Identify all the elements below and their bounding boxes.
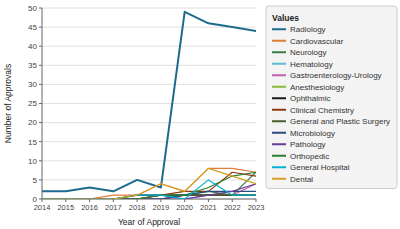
legend-swatch: [272, 28, 286, 30]
y-tick-label: 10: [28, 157, 37, 166]
legend-swatch: [272, 97, 286, 99]
legend-swatch: [272, 74, 286, 76]
legend-swatch: [272, 109, 286, 111]
x-tick-label: 2014: [34, 203, 51, 212]
y-tick-label: 35: [28, 61, 37, 70]
legend-label: General and Plastic Surgery: [290, 117, 390, 126]
legend-label: General Hospital: [290, 163, 350, 172]
legend-swatch: [272, 166, 286, 168]
legend-swatch: [272, 63, 286, 65]
legend-swatch: [272, 132, 286, 134]
series-line: [42, 168, 256, 199]
y-tick-label: 45: [28, 23, 37, 32]
series-line: [42, 172, 256, 199]
y-axis-label: Number of Approvals: [3, 64, 13, 143]
series-line: [42, 12, 256, 192]
x-tick-label: 2019: [153, 203, 170, 212]
grid-line: [42, 46, 256, 47]
y-tick-label: 5: [33, 176, 38, 185]
legend-label: Orthopedic: [290, 152, 329, 161]
series-line: [42, 172, 256, 199]
legend-swatch: [272, 51, 286, 53]
legend-label: Pathology: [290, 140, 326, 149]
legend-label: Neurology: [290, 48, 326, 57]
x-tick-label: 2022: [224, 203, 241, 212]
chart: Values Radiology Cardiovascular Neurology He…: [0, 0, 400, 229]
legend-swatch: [272, 155, 286, 157]
grid-line: [42, 103, 256, 104]
legend-label: Microbiology: [290, 129, 335, 138]
legend-label: Ophthalmic: [290, 94, 330, 103]
y-tick-label: 25: [28, 99, 37, 108]
legend-title: Values: [272, 13, 299, 23]
legend-swatch: [272, 178, 286, 180]
y-tick-label: 50: [28, 4, 37, 13]
legend-swatch: [272, 40, 286, 42]
x-axis-label: Year of Approval: [118, 217, 180, 227]
x-tick-label: 2015: [57, 203, 74, 212]
grid-line: [42, 141, 256, 142]
x-tick-label: 2023: [248, 203, 265, 212]
y-tick-label: 20: [28, 118, 37, 127]
grid-line: [42, 84, 256, 85]
lines: [42, 12, 256, 199]
x-tick-label: 2021: [200, 203, 217, 212]
legend-swatch: [272, 86, 286, 88]
series-line: [42, 172, 256, 199]
y-tick-label: 30: [28, 80, 37, 89]
legend-label: Clinical Chemistry: [290, 106, 354, 115]
legend-swatch: [272, 120, 286, 122]
x-tick-label: 2016: [81, 203, 98, 212]
legend-swatch: [272, 143, 286, 145]
legend: Values Radiology Cardiovascular Neurology He…: [266, 6, 397, 189]
y-axis: [42, 8, 43, 199]
axes: 0510152025303540455020142015201620172018…: [3, 4, 264, 227]
series-line: [42, 168, 256, 199]
legend-label: Gastroenterology-Urology: [290, 71, 382, 80]
x-tick-label: 2020: [176, 203, 193, 212]
grid-line: [42, 8, 256, 9]
x-tick-label: 2017: [105, 203, 122, 212]
legend-label: Dental: [290, 175, 313, 184]
grid-line: [42, 122, 256, 123]
legend-label: Hematology: [290, 60, 333, 69]
legend-box: [266, 6, 397, 189]
x-tick-label: 2018: [129, 203, 146, 212]
legend-label: Cardiovascular: [290, 37, 344, 46]
y-tick-label: 15: [28, 138, 37, 147]
grid-line: [42, 160, 256, 161]
legend-label: Anesthesiology: [290, 83, 344, 92]
y-tick-label: 40: [28, 42, 37, 51]
legend-label: Radiology: [290, 25, 326, 34]
grid-line: [42, 65, 256, 66]
